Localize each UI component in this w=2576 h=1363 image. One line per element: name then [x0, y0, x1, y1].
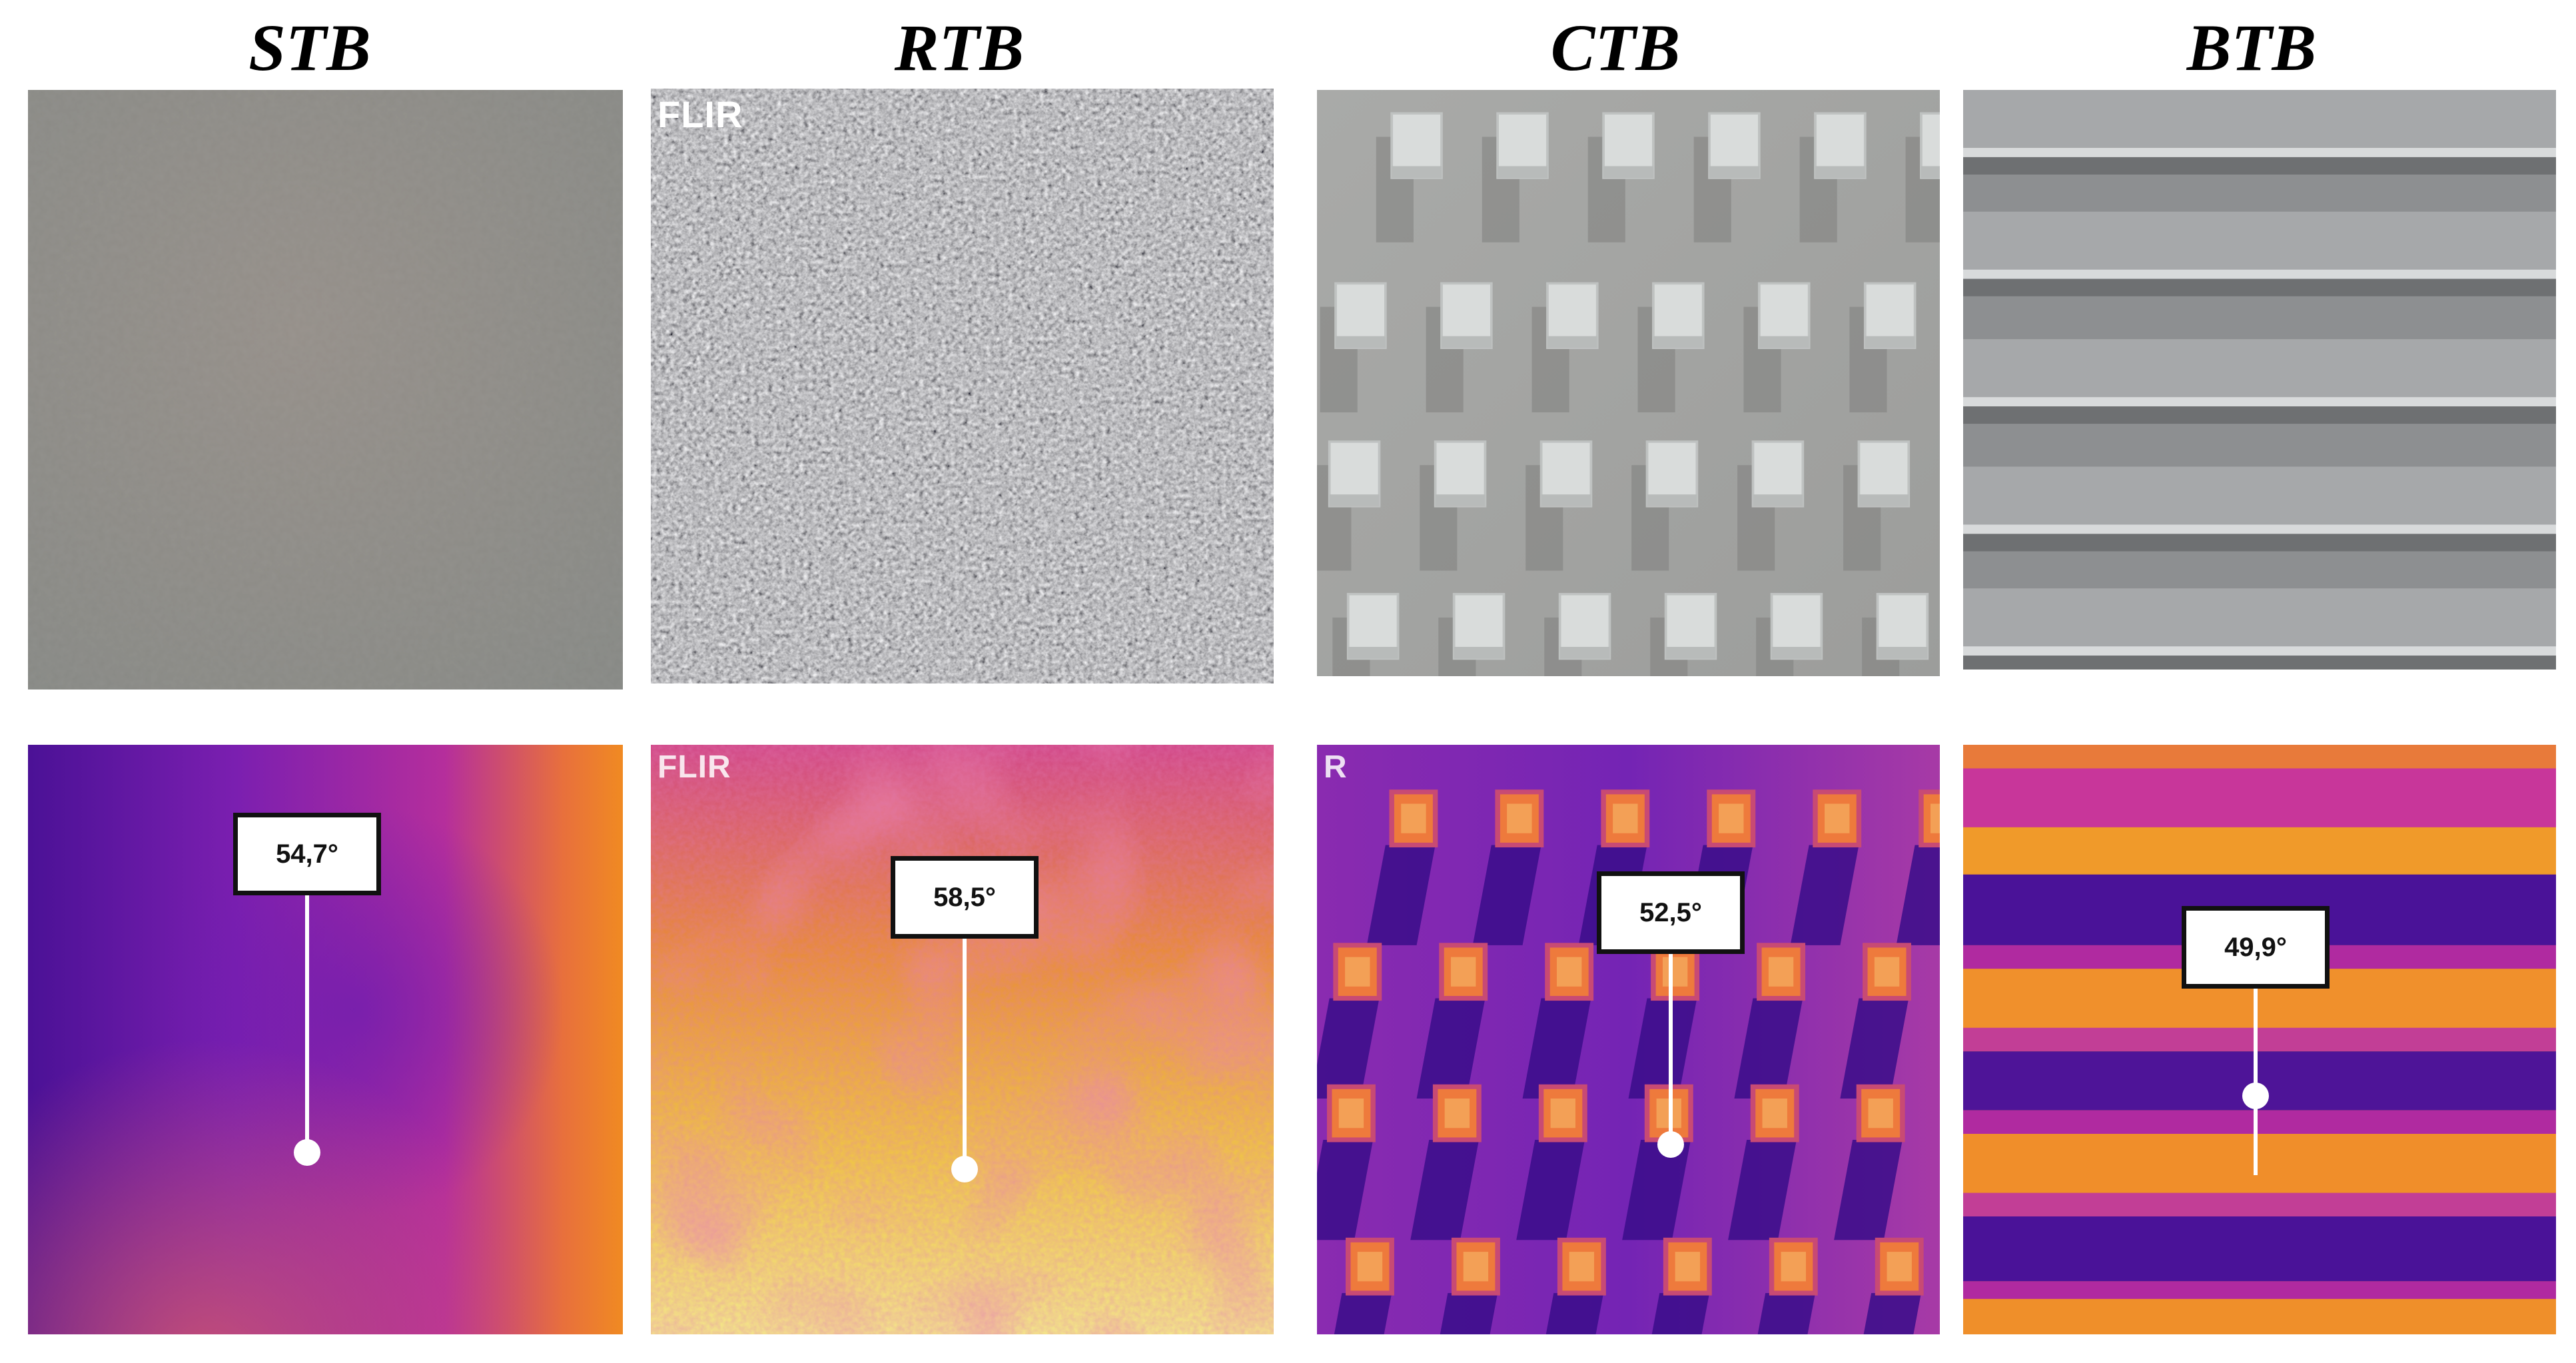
column-title-stb: STB [248, 11, 371, 85]
callout-pointer [2254, 989, 2258, 1175]
photo-stb-smooth-wall [28, 90, 623, 689]
flir-watermark: FLIR [657, 749, 731, 785]
thermal-rtb: FLIR [651, 745, 1274, 1334]
temperature-label: 54,7° [233, 813, 381, 895]
column-title-rtb: RTB [894, 11, 1025, 85]
photo-ctb-cubic-wall [1317, 90, 1940, 676]
column-title-btb: BTB [2186, 11, 2317, 85]
measurement-point [951, 1156, 978, 1182]
callout-pointer [1669, 954, 1673, 1140]
thermal-ctb: R [1317, 745, 1940, 1334]
column-title-ctb: CTB [1550, 11, 1681, 85]
flir-watermark: FLIR [657, 93, 743, 135]
temperature-label: 49,9° [2182, 906, 2330, 989]
callout-pointer [305, 895, 309, 1148]
measurement-point [2242, 1083, 2269, 1109]
thermal-stb [28, 745, 623, 1334]
photo-rtb-rough-wall: FLIR [651, 89, 1274, 683]
callout-pointer [963, 939, 967, 1165]
flir-watermark: R [1324, 749, 1348, 785]
thermal-btb [1963, 745, 2556, 1334]
measurement-point [1657, 1131, 1684, 1158]
temperature-label: 52,5° [1597, 871, 1745, 954]
temperature-label: 58,5° [891, 856, 1039, 939]
measurement-point [294, 1139, 320, 1166]
photo-btb-banded-wall [1963, 90, 2556, 670]
